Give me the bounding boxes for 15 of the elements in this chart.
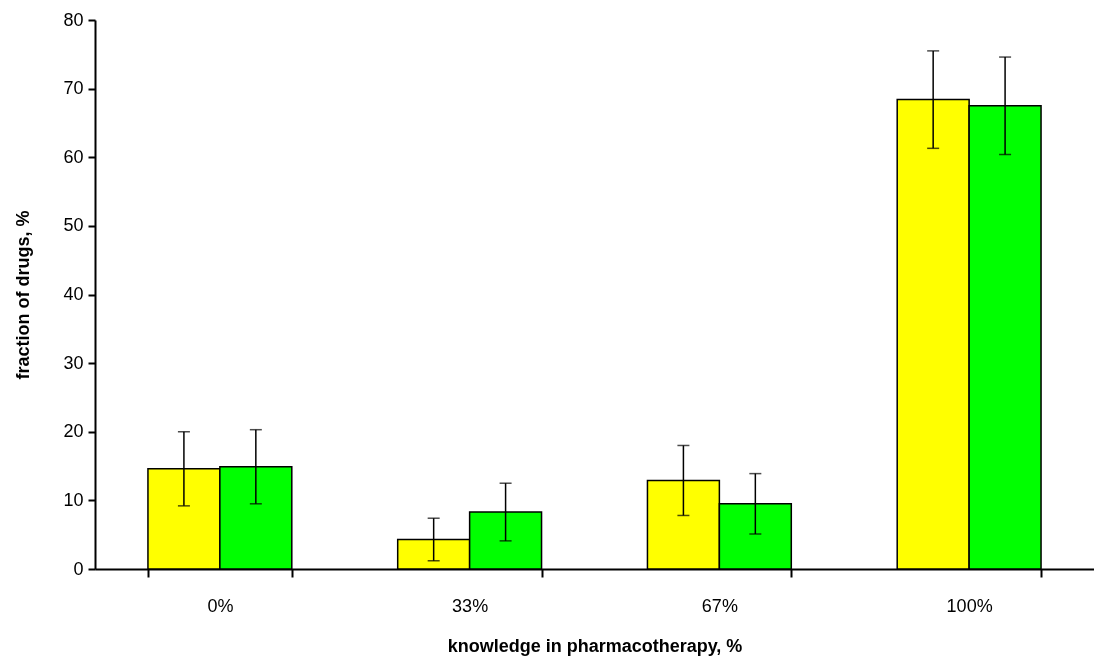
x-tick-label: 33% — [452, 595, 489, 616]
x-tick-label: 67% — [701, 595, 738, 616]
x-tick-label: 0% — [207, 595, 234, 616]
x-tick-label: 100% — [946, 595, 993, 616]
y-tick-label: 10 — [63, 489, 84, 510]
x-axis-title: knowledge in pharmacotherapy, % — [447, 635, 743, 656]
y-tick-label: 40 — [63, 284, 84, 304]
y-tick-label: 0 — [73, 558, 84, 579]
y-axis-title: fraction of drugs, % — [13, 210, 34, 380]
y-tick-label: 60 — [63, 146, 84, 167]
y-tick-label: 20 — [63, 421, 84, 442]
y-tick-label: 30 — [63, 352, 84, 373]
y-tick-label: 80 — [63, 9, 84, 30]
y-tick-label: 50 — [63, 215, 84, 236]
y-tick-label: 70 — [63, 78, 84, 99]
